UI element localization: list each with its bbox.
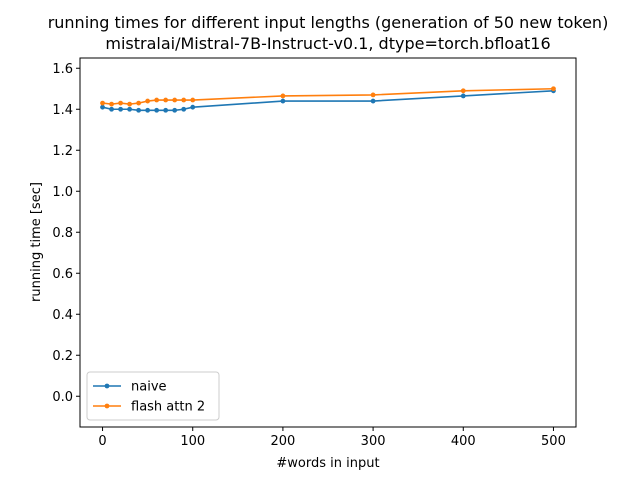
data-point-flash-attn-2	[172, 97, 178, 103]
data-point-flash-attn-2	[100, 100, 105, 106]
y-tick-label: 0.6	[52, 267, 73, 282]
data-point-naive	[163, 107, 169, 113]
y-axis-label: running time [sec]	[29, 182, 44, 302]
data-point-naive	[154, 107, 160, 113]
data-point-naive	[172, 107, 178, 113]
data-point-naive	[136, 107, 142, 113]
x-tick-label: 500	[541, 434, 566, 449]
chart-title-line-2: mistralai/Mistral-7B-Instruct-v0.1, dtyp…	[105, 34, 550, 53]
series-layer	[100, 86, 556, 113]
y-tick-label: 0.2	[52, 349, 73, 364]
y-axis-ticks: 0.0 0.2 0.4 0.6 0.8 1.0 1.2 1.4 1.6	[52, 62, 80, 405]
legend-label-naive: naive	[131, 380, 167, 395]
data-point-naive	[145, 107, 151, 113]
legend: naive flash attn 2	[86, 371, 220, 421]
legend-marker-flash-attn-2	[104, 403, 110, 409]
data-point-naive	[118, 106, 123, 112]
data-point-flash-attn-2	[163, 97, 169, 103]
data-point-flash-attn-2	[118, 100, 123, 106]
data-point-flash-attn-2	[154, 97, 160, 103]
data-point-naive	[460, 93, 466, 99]
data-point-flash-attn-2	[280, 93, 286, 99]
data-point-flash-attn-2	[370, 92, 376, 98]
x-tick-label: 400	[451, 434, 476, 449]
data-point-naive	[100, 104, 105, 110]
data-point-flash-attn-2	[181, 97, 187, 103]
data-point-naive	[181, 106, 187, 112]
data-point-flash-attn-2	[551, 86, 556, 92]
y-tick-label: 0.8	[52, 226, 73, 241]
data-point-flash-attn-2	[190, 97, 196, 103]
data-point-flash-attn-2	[145, 98, 151, 104]
legend-box	[86, 371, 220, 421]
chart-title-line-1: running times for different input length…	[48, 13, 609, 32]
axes-frame	[79, 57, 577, 428]
legend-marker-naive	[104, 383, 110, 389]
data-point-flash-attn-2	[109, 101, 114, 107]
data-point-flash-attn-2	[136, 100, 142, 106]
y-tick-label: 1.4	[52, 103, 73, 118]
y-tick-label: 1.6	[52, 62, 73, 77]
y-tick-label: 0.0	[52, 390, 73, 405]
x-tick-label: 0	[98, 434, 106, 449]
y-tick-label: 1.0	[52, 185, 73, 200]
y-tick-label: 1.2	[52, 144, 73, 159]
data-point-naive	[127, 106, 132, 112]
legend-label-flash-attn-2: flash attn 2	[131, 400, 205, 415]
x-tick-label: 200	[270, 434, 295, 449]
data-point-flash-attn-2	[127, 101, 132, 107]
data-point-naive	[370, 98, 376, 104]
x-axis-label: #words in input	[276, 456, 379, 471]
x-tick-label: 300	[361, 434, 386, 449]
data-point-naive	[190, 104, 196, 110]
data-point-naive	[280, 98, 286, 104]
data-point-flash-attn-2	[460, 88, 466, 94]
data-point-naive	[109, 106, 114, 112]
x-axis-ticks: 0 100 200 300 400 500	[98, 427, 566, 449]
x-tick-label: 100	[180, 434, 205, 449]
y-tick-label: 0.4	[52, 308, 73, 323]
